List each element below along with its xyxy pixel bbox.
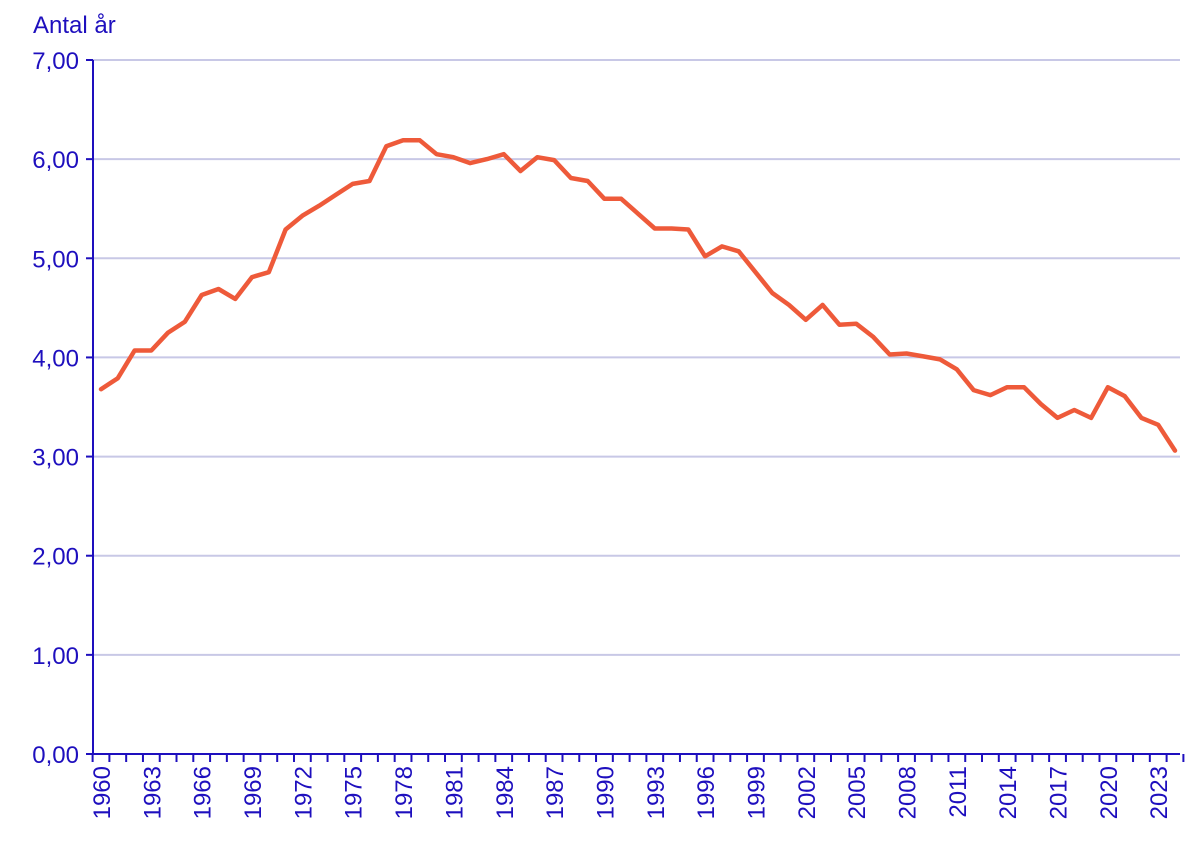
x-tick-label: 1987: [542, 766, 569, 819]
x-tick-label: 1999: [743, 766, 770, 819]
y-axis-title: Antal år: [33, 12, 116, 39]
x-tick-label: 2005: [844, 766, 871, 819]
series-line: [98, 138, 1178, 453]
gridlines: [93, 59, 1180, 656]
x-tick-label: 2008: [895, 766, 922, 819]
x-tick-label: 1975: [341, 766, 368, 819]
x-tick-label: 1984: [492, 766, 519, 819]
x-tick-label: 1990: [592, 766, 619, 819]
y-tick-label: 3,00: [32, 445, 79, 472]
x-tick-label: 1993: [643, 766, 670, 819]
x-tick-label: 1963: [139, 766, 166, 819]
x-tick-label: 1969: [240, 766, 267, 819]
x-tick-label: 2002: [794, 766, 821, 819]
series-group: [98, 138, 1178, 453]
y-tick-label: 0,00: [32, 742, 79, 769]
y-tick-label: 7,00: [32, 48, 79, 75]
x-tick-label: 2017: [1046, 766, 1073, 819]
x-tick-label: 1978: [391, 766, 418, 819]
x-tick-label: 2011: [945, 766, 972, 818]
y-tick-label: 1,00: [32, 643, 79, 670]
x-axis: 1960 1963 1966 1969 1972 1975 1978 1981 1984 1987…: [89, 753, 1185, 819]
y-tick-label: 5,00: [32, 246, 79, 273]
x-tick-label: 1996: [693, 766, 720, 819]
x-tick-label: 2014: [995, 766, 1022, 819]
y-tick-label: 4,00: [32, 345, 79, 372]
x-tick-label: 2023: [1146, 766, 1173, 819]
y-tick-label: 6,00: [32, 147, 79, 174]
x-tick-label: 2020: [1096, 766, 1123, 819]
y-tick-label: 2,00: [32, 544, 79, 571]
x-tick-label: 1981: [441, 766, 468, 819]
x-tick-label: 1972: [290, 766, 317, 819]
x-tick-label: 1960: [89, 766, 116, 819]
x-tick-label: 1966: [190, 766, 217, 819]
y-axis: 0,00 1,00 2,00 3,00 4,00 5,00 6,00 7,00: [32, 48, 94, 769]
